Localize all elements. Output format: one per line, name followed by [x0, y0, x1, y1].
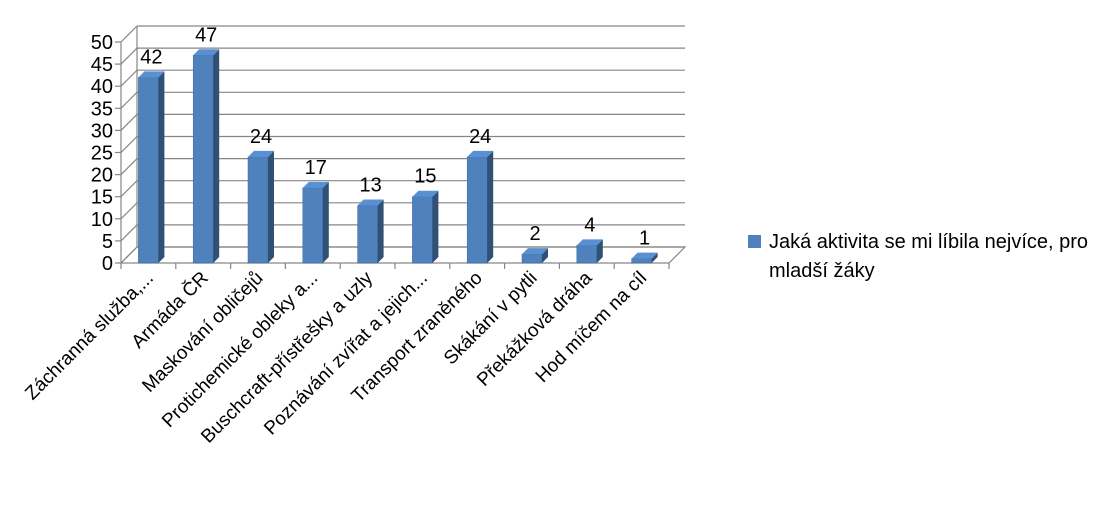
bar-top	[631, 252, 658, 259]
bar	[576, 245, 598, 264]
bar	[302, 187, 324, 264]
legend: Jaká aktivita se mi líbila nejvíce, pro …	[748, 228, 1108, 286]
legend-swatch	[748, 235, 761, 248]
data-label: 15	[414, 166, 436, 188]
y-tick-label: 0	[102, 253, 113, 275]
bar-top	[193, 49, 220, 56]
bar-side	[487, 150, 494, 263]
side-wall-line	[120, 158, 138, 176]
bar-side	[596, 239, 603, 263]
bar	[466, 156, 488, 264]
bar	[192, 55, 214, 264]
bar-side	[213, 49, 220, 264]
bar	[247, 156, 269, 264]
data-label: 42	[140, 46, 162, 68]
y-tick-label: 35	[91, 98, 113, 120]
bar-top	[522, 248, 548, 255]
bar-top	[302, 181, 329, 188]
legend-label: Jaká aktivita se mi líbila nejvíce, pro …	[769, 231, 1089, 282]
data-label: 17	[305, 157, 327, 179]
bar-top	[138, 71, 165, 78]
bar-top	[248, 150, 274, 157]
side-wall-line	[120, 69, 138, 87]
data-label: 4	[584, 214, 595, 236]
bar-top	[576, 239, 603, 246]
y-tick-label: 50	[91, 32, 113, 54]
bar-side	[542, 248, 548, 263]
y-tick-label: 30	[91, 120, 113, 142]
side-wall-line	[120, 113, 138, 131]
y-tick-label: 10	[91, 209, 113, 231]
y-tick-label: 15	[91, 187, 113, 209]
bar	[138, 77, 159, 264]
data-label: 1	[639, 228, 650, 250]
y-tick-label: 45	[91, 54, 113, 76]
side-wall-line	[120, 91, 138, 109]
bar-side	[377, 199, 384, 263]
y-tick-label: 25	[91, 143, 113, 165]
side-wall-line	[120, 25, 138, 43]
side-wall-line	[120, 202, 138, 220]
data-label: 24	[250, 126, 272, 148]
data-label: 2	[529, 223, 540, 245]
bar	[521, 253, 543, 264]
y-tick-label: 40	[91, 76, 113, 98]
side-wall-line	[120, 47, 138, 65]
y-tick-label: 5	[102, 231, 113, 253]
bar-top	[467, 150, 494, 157]
side-wall-line	[120, 136, 138, 153]
data-label: 24	[469, 126, 491, 148]
data-label: 13	[359, 175, 381, 197]
bar	[357, 205, 378, 264]
side-wall-line	[120, 180, 138, 198]
y-tick-label: 20	[91, 165, 113, 187]
bar-side	[158, 71, 165, 263]
bar-side	[268, 150, 274, 263]
bar-side	[322, 181, 329, 263]
bar-top	[357, 199, 384, 206]
bar	[412, 196, 433, 264]
bar-side	[432, 190, 439, 263]
bar	[631, 258, 652, 264]
data-label: 47	[195, 24, 217, 46]
bar-top	[412, 190, 439, 197]
side-wall-line	[120, 224, 138, 242]
bar-side	[651, 252, 658, 263]
